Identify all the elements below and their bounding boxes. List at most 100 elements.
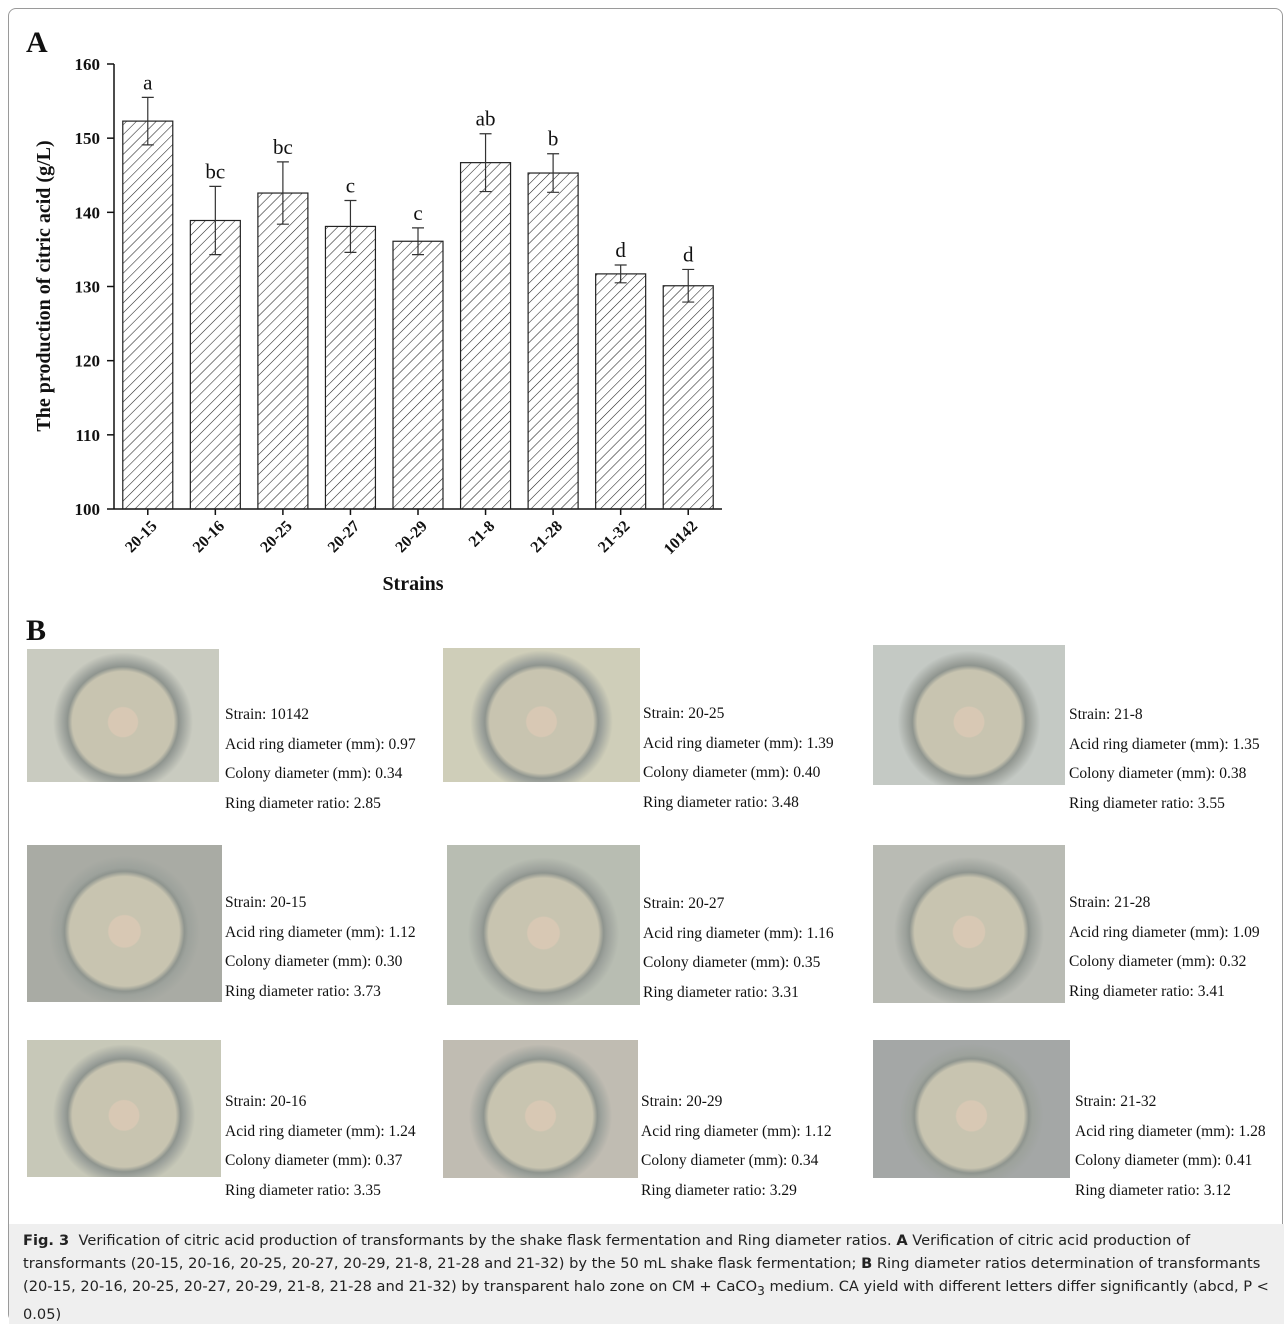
measurement: Ring diameter ratio: 2.85 bbox=[225, 789, 416, 819]
measurement: Ring diameter ratio: 3.31 bbox=[643, 978, 834, 1008]
x-tick-label: 10142 bbox=[661, 518, 701, 558]
y-tick-label: 130 bbox=[75, 278, 101, 297]
plate-photo bbox=[27, 1040, 221, 1177]
x-tick-label: 20-29 bbox=[392, 518, 430, 556]
strain-name: Strain: 10142 bbox=[225, 700, 416, 730]
caption-text: A bbox=[896, 1232, 907, 1249]
strain-name: Strain: 20-25 bbox=[643, 699, 834, 729]
caption-text: Verification of citric acid production o… bbox=[78, 1232, 891, 1249]
x-tick-label: 20-15 bbox=[122, 518, 160, 556]
measurement: Acid ring diameter (mm): 1.09 bbox=[1069, 918, 1260, 948]
measurement: Colony diameter (mm): 0.38 bbox=[1069, 759, 1260, 789]
bar bbox=[461, 163, 511, 509]
x-tick-label: 20-16 bbox=[190, 518, 228, 556]
significance-letter: d bbox=[615, 238, 626, 262]
page: A The production of citric acid (g/L) St… bbox=[0, 0, 1285, 1324]
measurement: Colony diameter (mm): 0.30 bbox=[225, 947, 416, 977]
caption: Fig. 3 Verification of citric acid produ… bbox=[9, 1224, 1284, 1324]
significance-letter: a bbox=[143, 70, 153, 94]
bar bbox=[258, 193, 308, 509]
measurement: Colony diameter (mm): 0.35 bbox=[643, 948, 834, 978]
y-axis-label: The production of citric acid (g/L) bbox=[33, 140, 55, 431]
x-tick-label: 20-27 bbox=[325, 518, 363, 556]
measurement: Acid ring diameter (mm): 1.28 bbox=[1075, 1117, 1266, 1147]
x-axis-label: Strains bbox=[382, 573, 443, 595]
strain-name: Strain: 20-16 bbox=[225, 1087, 416, 1117]
panel-label: B bbox=[26, 614, 46, 648]
measurement: Ring diameter ratio: 3.29 bbox=[641, 1176, 832, 1206]
significance-letter: c bbox=[346, 173, 355, 197]
measurement: Colony diameter (mm): 0.37 bbox=[225, 1146, 416, 1176]
plate-photo bbox=[27, 649, 219, 782]
significance-letter: b bbox=[548, 127, 559, 151]
y-tick-label: 150 bbox=[75, 129, 101, 148]
bar bbox=[393, 241, 443, 509]
measurement: Ring diameter ratio: 3.35 bbox=[225, 1176, 416, 1206]
x-tick-label: 21-8 bbox=[466, 518, 499, 551]
y-tick-label: 100 bbox=[75, 500, 101, 519]
x-tick-label: 21-32 bbox=[595, 518, 633, 556]
measurement: Colony diameter (mm): 0.34 bbox=[641, 1146, 832, 1176]
panel-label: A bbox=[26, 26, 48, 59]
strain-name: Strain: 21-28 bbox=[1069, 888, 1260, 918]
plate-photo bbox=[873, 645, 1065, 785]
measurement: Ring diameter ratio: 3.55 bbox=[1069, 789, 1260, 819]
caption-text: 3 bbox=[757, 1284, 765, 1298]
measurement: Acid ring diameter (mm): 1.12 bbox=[225, 918, 416, 948]
plate-photo bbox=[443, 648, 640, 782]
x-tick-label: 20-25 bbox=[257, 518, 295, 556]
measurement: Colony diameter (mm): 0.40 bbox=[643, 758, 834, 788]
measurement: Colony diameter (mm): 0.32 bbox=[1069, 947, 1260, 977]
measurement: Acid ring diameter (mm): 1.12 bbox=[641, 1117, 832, 1147]
bar bbox=[190, 220, 240, 509]
plate-photo bbox=[873, 845, 1065, 1003]
bar bbox=[123, 121, 173, 509]
strain-name: Strain: 21-32 bbox=[1075, 1087, 1266, 1117]
measurement: Ring diameter ratio: 3.41 bbox=[1069, 977, 1260, 1007]
bar bbox=[528, 173, 578, 509]
strain-name: Strain: 20-27 bbox=[643, 889, 834, 919]
y-tick-label: 160 bbox=[75, 55, 101, 74]
chart: A The production of citric acid (g/L) St… bbox=[0, 0, 1285, 620]
plate-photo bbox=[447, 845, 640, 1005]
measurement: Colony diameter (mm): 0.34 bbox=[225, 759, 416, 789]
measurement: Acid ring diameter (mm): 0.97 bbox=[225, 730, 416, 760]
plate-photo bbox=[873, 1040, 1070, 1178]
measurement: Ring diameter ratio: 3.48 bbox=[643, 788, 834, 818]
y-tick-label: 110 bbox=[75, 426, 100, 445]
measurement: Acid ring diameter (mm): 1.39 bbox=[643, 729, 834, 759]
y-tick-label: 140 bbox=[75, 203, 101, 222]
y-tick-label: 120 bbox=[75, 352, 101, 371]
caption-label: Fig. 3 bbox=[23, 1232, 69, 1249]
measurement: Ring diameter ratio: 3.73 bbox=[225, 977, 416, 1007]
significance-letter: ab bbox=[476, 107, 496, 131]
bar bbox=[596, 274, 646, 509]
plate-photo bbox=[443, 1040, 638, 1178]
significance-letter: bc bbox=[205, 159, 225, 183]
significance-letter: c bbox=[413, 201, 422, 225]
measurement: Acid ring diameter (mm): 1.24 bbox=[225, 1117, 416, 1147]
measurement: Acid ring diameter (mm): 1.35 bbox=[1069, 730, 1260, 760]
strain-info: Strain: 20-29Acid ring diameter (mm): 1.… bbox=[641, 1087, 832, 1205]
significance-letter: bc bbox=[273, 135, 293, 159]
strain-name: Strain: 21-8 bbox=[1069, 700, 1260, 730]
measurement: Ring diameter ratio: 3.12 bbox=[1075, 1176, 1266, 1206]
strain-name: Strain: 20-15 bbox=[225, 888, 416, 918]
strain-name: Strain: 20-29 bbox=[641, 1087, 832, 1117]
measurement: Acid ring diameter (mm): 1.16 bbox=[643, 919, 834, 949]
caption-text: B bbox=[861, 1255, 872, 1272]
bar bbox=[663, 286, 713, 509]
significance-letter: d bbox=[683, 242, 694, 266]
bar bbox=[325, 226, 375, 509]
plate-photo bbox=[27, 845, 222, 1002]
measurement: Colony diameter (mm): 0.41 bbox=[1075, 1146, 1266, 1176]
x-tick-label: 21-28 bbox=[528, 518, 566, 556]
